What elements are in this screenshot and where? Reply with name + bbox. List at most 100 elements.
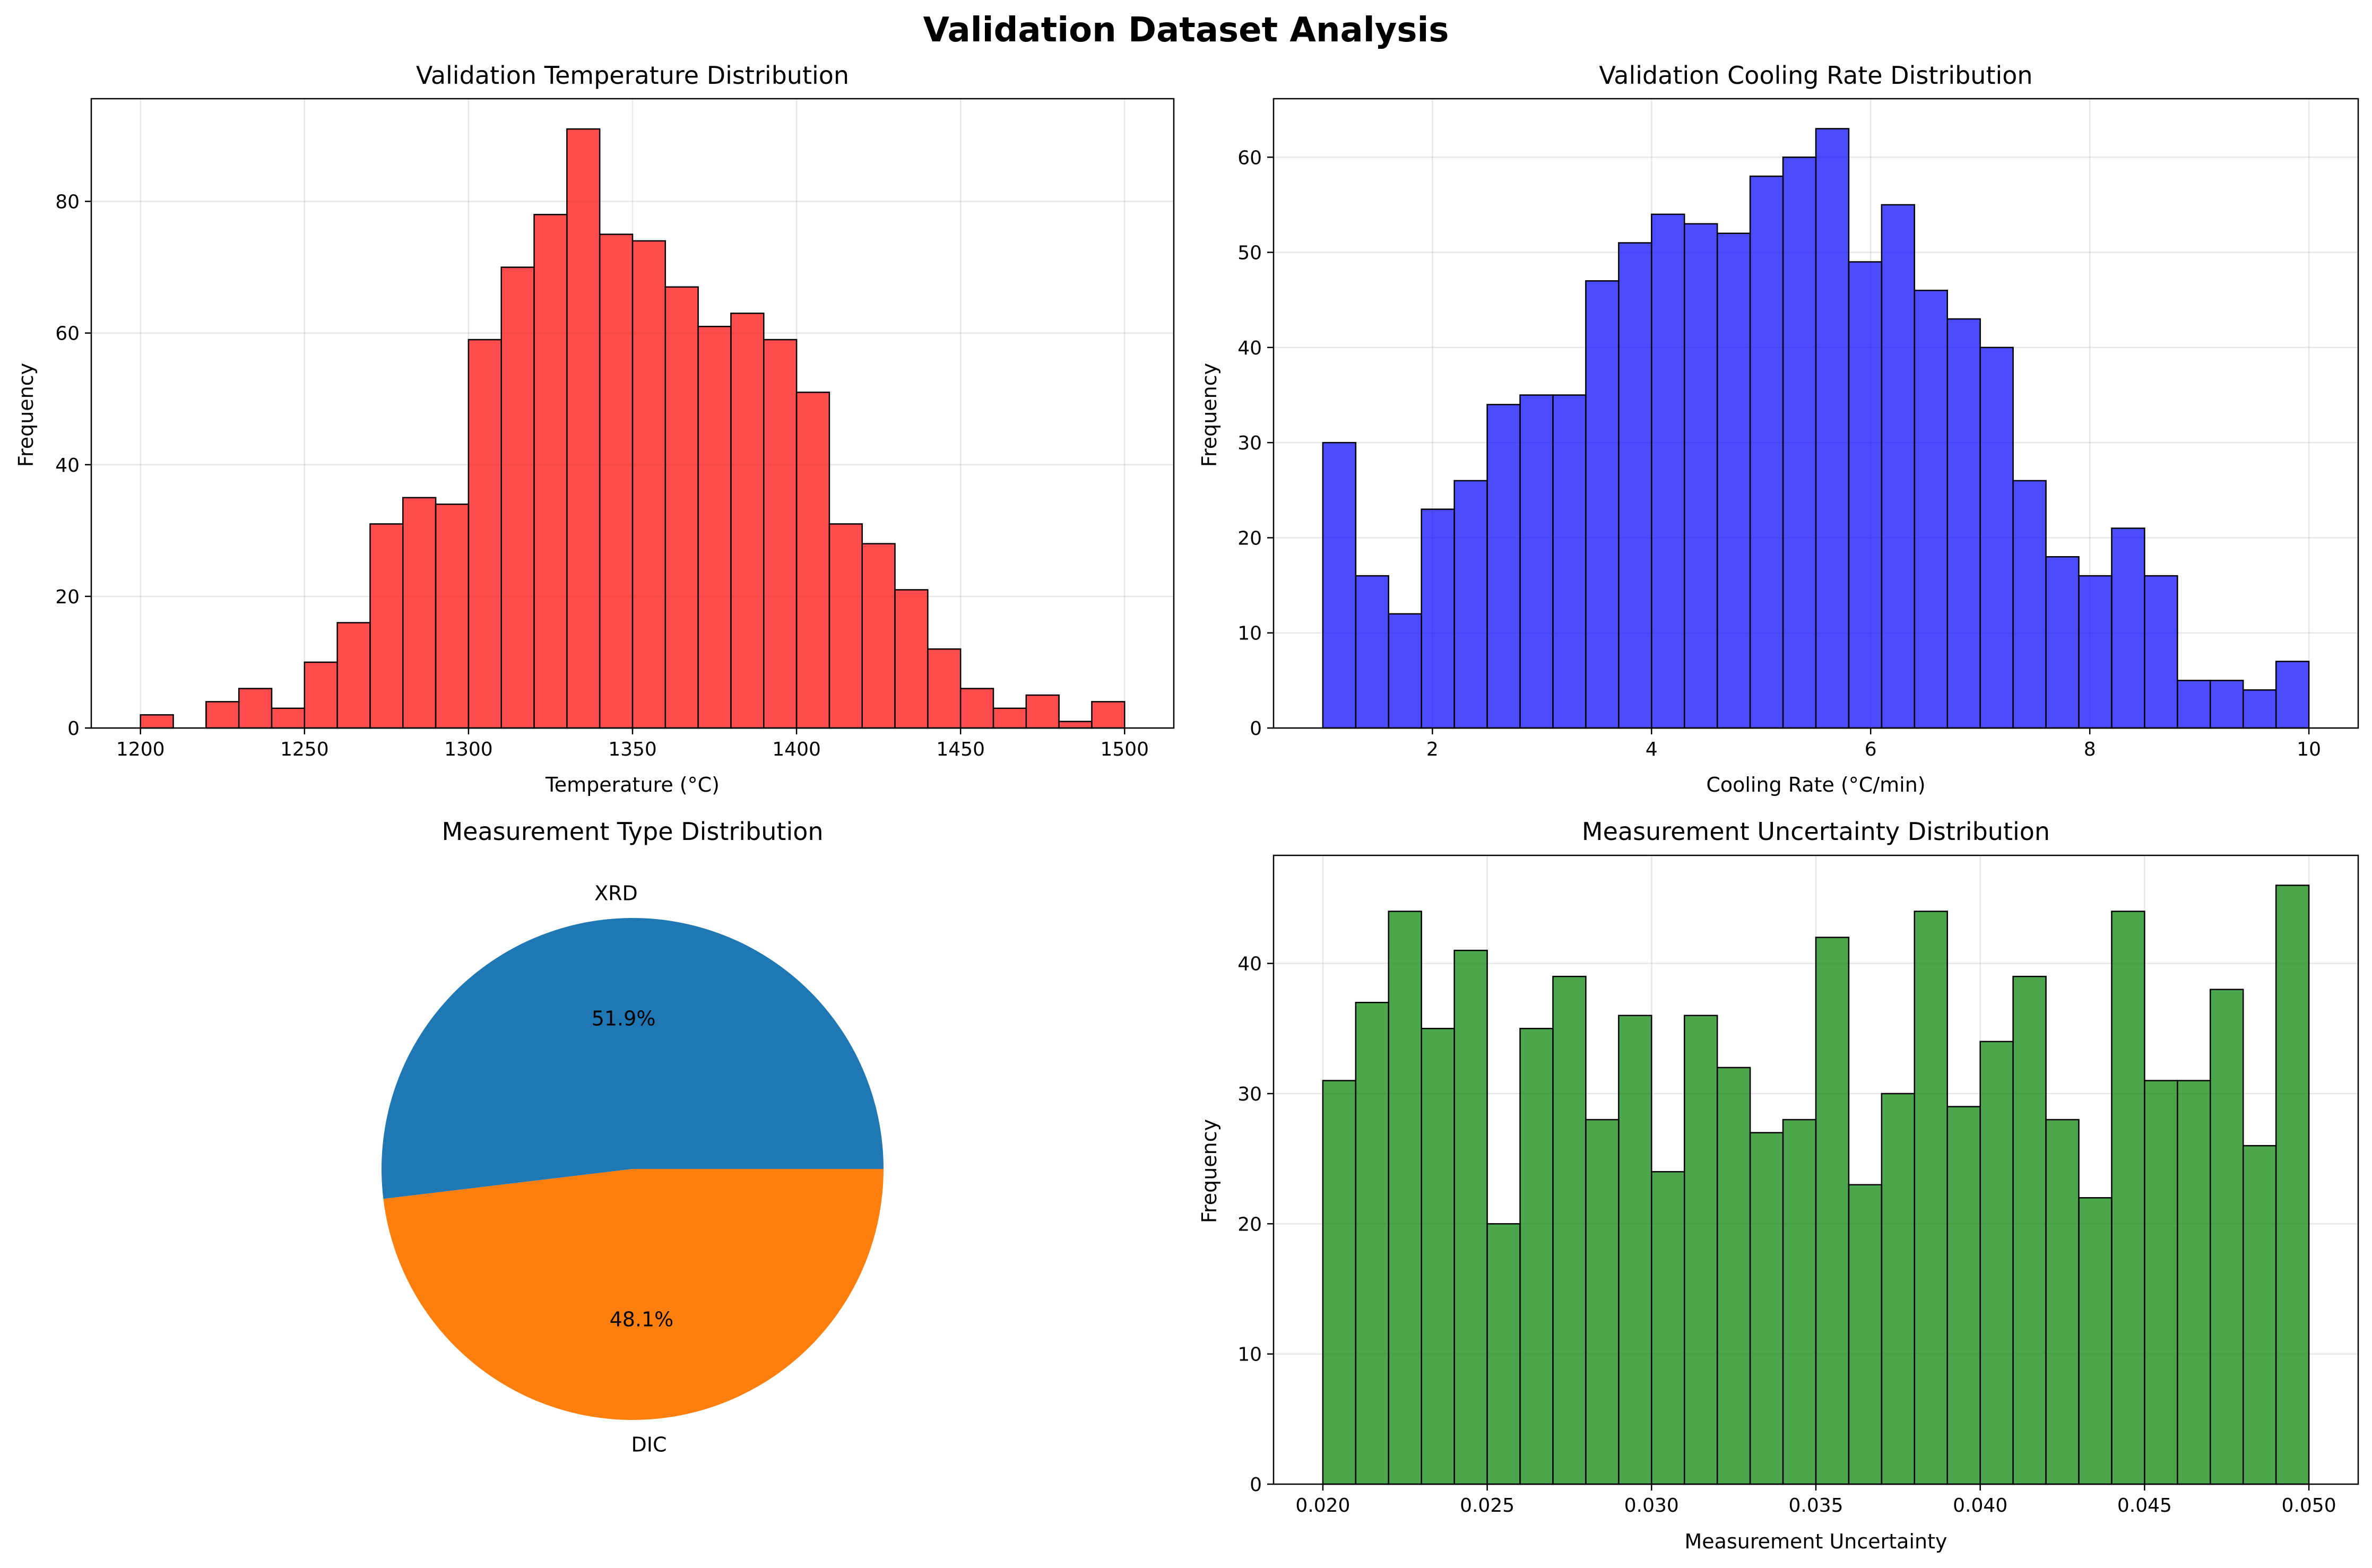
temp-bar bbox=[894, 589, 929, 729]
temp-bar bbox=[304, 661, 338, 729]
cool-bar bbox=[1651, 213, 1685, 729]
cool-bar bbox=[2012, 480, 2047, 729]
unc-bar bbox=[1322, 1080, 1357, 1485]
cool-y-tick-label: 10 bbox=[1237, 623, 1262, 645]
unc-x-tick-label: 0.030 bbox=[1624, 1495, 1679, 1517]
cool-y-tick-label: 60 bbox=[1237, 147, 1262, 169]
unc-bar bbox=[2177, 1080, 2211, 1485]
unc-x-tick-label: 0.035 bbox=[1788, 1495, 1843, 1517]
unc-bar bbox=[1486, 1223, 1521, 1485]
unc-bar bbox=[2045, 1119, 2080, 1485]
temp-bar bbox=[1091, 701, 1126, 729]
cool-bar bbox=[1453, 480, 1488, 729]
temp-bar bbox=[1025, 694, 1060, 729]
temp-bar bbox=[730, 313, 765, 729]
unc-bar bbox=[1881, 1093, 1916, 1485]
pie-slice-xrd bbox=[382, 918, 884, 1199]
cool-y-tick-label: 50 bbox=[1237, 242, 1262, 264]
temp-bar bbox=[828, 523, 863, 729]
cool-y-tick-label: 40 bbox=[1237, 337, 1262, 359]
unc-bar bbox=[1618, 1015, 1652, 1485]
temperature-histogram: Validation Temperature Distribution Temp… bbox=[14, 61, 1175, 796]
cool-bar bbox=[2210, 680, 2244, 729]
unc-bar bbox=[1716, 1067, 1751, 1485]
cool-bar bbox=[2275, 661, 2310, 729]
unc-bar bbox=[1585, 1119, 1620, 1485]
temp-bar bbox=[664, 286, 699, 729]
cool-x-tick-label: 10 bbox=[2297, 739, 2321, 760]
temp-bar bbox=[369, 523, 404, 729]
temp-x-tick-label: 1450 bbox=[936, 739, 985, 760]
unc-bar bbox=[1946, 1106, 1981, 1485]
temp-bar bbox=[566, 128, 601, 729]
unc-bar bbox=[1355, 1001, 1390, 1485]
cool-x-tick-label: 8 bbox=[2084, 739, 2096, 760]
uncertainty-histogram-title: Measurement Uncertainty Distribution bbox=[1582, 817, 2050, 846]
cool-bar bbox=[1848, 261, 1883, 729]
unc-x-tick-label: 0.045 bbox=[2117, 1495, 2172, 1517]
unc-x-tick-label: 0.025 bbox=[1460, 1495, 1514, 1517]
unc-x-tick-label: 0.020 bbox=[1295, 1495, 1350, 1517]
temp-bar bbox=[861, 543, 896, 729]
uncertainty-y-axis-label: Frequency bbox=[1198, 1119, 1221, 1223]
cool-bar bbox=[2144, 575, 2178, 729]
cool-bar bbox=[2242, 689, 2277, 729]
unc-bar bbox=[1815, 937, 1850, 1485]
temp-bar bbox=[238, 688, 273, 729]
temp-y-tick-label: 80 bbox=[55, 192, 80, 213]
cool-bar bbox=[1683, 223, 1718, 729]
temp-bars bbox=[140, 128, 1126, 729]
unc-bar bbox=[1453, 949, 1488, 1485]
cool-bar bbox=[1388, 613, 1422, 729]
cool-bar bbox=[1486, 404, 1521, 729]
cool-bar bbox=[1979, 346, 2014, 729]
cool-bar bbox=[1881, 204, 1916, 729]
unc-bar bbox=[1979, 1041, 2014, 1485]
unc-bars bbox=[1322, 885, 2310, 1485]
cool-bar bbox=[2111, 527, 2145, 729]
cool-bar bbox=[1322, 441, 1357, 729]
temp-bar bbox=[992, 707, 1027, 729]
temp-x-tick-label: 1250 bbox=[280, 739, 329, 760]
pie-pct-label: 48.1% bbox=[610, 1307, 674, 1331]
cool-x-tick-label: 2 bbox=[1426, 739, 1439, 760]
cool-bars bbox=[1322, 128, 2310, 729]
temp-y-tick-label: 0 bbox=[67, 718, 80, 740]
temp-bar bbox=[927, 648, 962, 729]
cool-x-tick-label: 4 bbox=[1646, 739, 1658, 760]
temp-x-tick-label: 1300 bbox=[444, 739, 493, 760]
uncertainty-x-axis-label: Measurement Uncertainty bbox=[1685, 1530, 1947, 1553]
temp-bar bbox=[599, 233, 634, 729]
unc-bar bbox=[1782, 1119, 1817, 1485]
measurement-type-pie-title: Measurement Type Distribution bbox=[441, 817, 823, 846]
temp-bar bbox=[336, 622, 371, 729]
uncertainty-histogram: Measurement Uncertainty Distribution Mea… bbox=[1198, 817, 2359, 1553]
figure-title: Validation Dataset Analysis bbox=[923, 11, 1449, 50]
temp-bar bbox=[500, 266, 535, 729]
temperature-y-axis-label: Frequency bbox=[14, 363, 38, 467]
temp-bar bbox=[140, 714, 174, 729]
temp-bar bbox=[763, 339, 798, 729]
cool-bar bbox=[1552, 394, 1587, 729]
cool-bar bbox=[1585, 280, 1620, 729]
temp-bar bbox=[435, 503, 470, 729]
unc-y-tick-label: 20 bbox=[1237, 1214, 1262, 1235]
unc-bar bbox=[1651, 1171, 1685, 1485]
temp-bar bbox=[697, 325, 732, 729]
temp-bar bbox=[468, 339, 502, 729]
unc-bar bbox=[2275, 885, 2310, 1485]
temp-bar bbox=[959, 688, 994, 729]
temp-x-tick-label: 1350 bbox=[608, 739, 657, 760]
unc-bar bbox=[2111, 911, 2145, 1485]
temp-x-tick-label: 1200 bbox=[116, 739, 165, 760]
cooling-rate-y-axis-label: Frequency bbox=[1198, 363, 1221, 467]
temp-bar bbox=[533, 214, 568, 729]
cool-bar bbox=[2177, 680, 2211, 729]
unc-y-tick-label: 0 bbox=[1250, 1474, 1262, 1496]
measurement-type-pie: Measurement Type Distribution 51.9% XRD 48… bbox=[382, 817, 884, 1456]
unc-y-tick-label: 10 bbox=[1237, 1344, 1262, 1366]
cool-bar bbox=[1716, 232, 1751, 729]
unc-bar bbox=[1848, 1184, 1883, 1485]
unc-bar bbox=[2210, 989, 2244, 1485]
